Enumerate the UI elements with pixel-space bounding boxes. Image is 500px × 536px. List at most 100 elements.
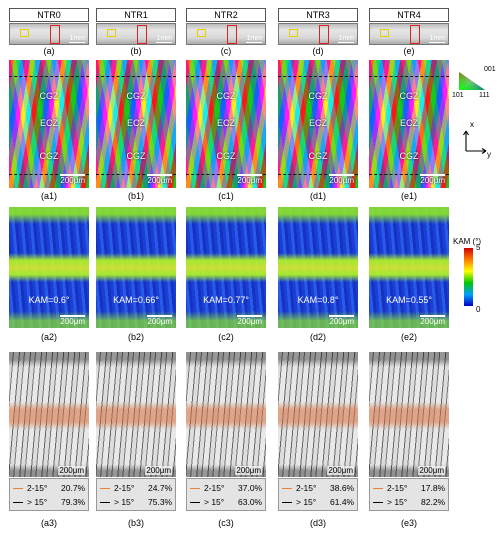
strip-scale-bar: 1mm (246, 35, 262, 43)
low-angle-line (282, 488, 292, 490)
zone-label-bottom: CGZ (126, 151, 146, 161)
kam-legend-title: KAM (°) (453, 237, 482, 246)
kam-value: KAM=0.55° (386, 295, 432, 305)
kam-scale-bar: 200μm (237, 315, 262, 326)
strip-panel-label: (b) (130, 46, 142, 56)
grain-boundary-map: 200μm (369, 352, 449, 477)
gb-panel-label: (d3) (309, 518, 326, 528)
fusion-boundary-top (278, 76, 358, 77)
ipf-scale-bar: 200μm (329, 174, 354, 185)
kam-map: KAM=0.77° 200μm (186, 207, 266, 328)
ipf-scale-bar: 200μm (420, 174, 445, 185)
ipf-key-001: 001 (484, 66, 496, 73)
ipf-panel-label: (d1) (309, 191, 326, 201)
strip-scale-bar: 1mm (156, 35, 172, 43)
low-angle-fraction: 20.7% (61, 483, 86, 493)
kam-value: KAM=0.8° (297, 295, 339, 305)
fusion-boundary-bottom (9, 174, 89, 175)
ipf-key-101: 101 (452, 92, 464, 99)
kam-colorbar (464, 248, 473, 306)
ipf-map: CGZ ECZ CGZ 200μm (186, 60, 266, 188)
kam-value: KAM=0.6° (28, 295, 70, 305)
low-angle-bin: 2-15° (27, 483, 48, 493)
sample-header: NTR4 (369, 8, 449, 22)
ipf-scale-bar: 200μm (147, 174, 172, 185)
fusion-boundary-top (369, 76, 449, 77)
strip-scale-bar: 1mm (69, 35, 85, 43)
high-angle-bin: > 15° (387, 497, 408, 507)
high-angle-line (282, 502, 292, 504)
roi-red-box (50, 25, 60, 44)
gb-fraction-legend: 2-15° 37.0% > 15° 63.0% (186, 478, 266, 511)
roi-yellow-box (107, 29, 116, 37)
high-angle-bin: > 15° (296, 497, 317, 507)
low-angle-bin: 2-15° (296, 483, 317, 493)
axes-icon (463, 130, 487, 154)
fusion-boundary-bottom (369, 174, 449, 175)
zone-label-bottom: CGZ (39, 151, 59, 161)
low-angle-row: 2-15° 20.7% (13, 481, 85, 495)
ipf-color-key (459, 72, 485, 90)
low-angle-row: 2-15° 38.6% (282, 481, 354, 495)
kam-panel-label: (b2) (127, 332, 144, 342)
zone-label-top: CGZ (216, 91, 236, 101)
high-angle-line (13, 502, 23, 504)
ipf-scale-bar: 200μm (60, 174, 85, 185)
low-angle-line (373, 488, 383, 490)
fusion-boundary-bottom (186, 174, 266, 175)
low-angle-bin: 2-15° (114, 483, 135, 493)
strip-panel-label: (a) (43, 46, 55, 56)
zone-label-top: CGZ (399, 91, 419, 101)
zone-label-top: CGZ (308, 91, 328, 101)
kam-map: KAM=0.6° 200μm (9, 207, 89, 328)
low-angle-row: 2-15° 17.8% (373, 481, 445, 495)
kam-panel-label: (a2) (40, 332, 57, 342)
high-angle-bin: > 15° (204, 497, 225, 507)
kam-map: KAM=0.8° 200μm (278, 207, 358, 328)
zone-label-middle: ECZ (40, 118, 58, 128)
low-angle-row: 2-15° 24.7% (100, 481, 172, 495)
low-angle-bin: 2-15° (204, 483, 225, 493)
kam-value: KAM=0.77° (203, 295, 249, 305)
ipf-key-111: 111 (479, 92, 490, 99)
weld-strip-image: 1mm (278, 23, 358, 45)
kam-scale-bar: 200μm (420, 315, 445, 326)
high-angle-fraction: 75.3% (148, 497, 173, 507)
kam-panel-label: (e2) (400, 332, 417, 342)
gb-panel-label: (b3) (127, 518, 144, 528)
high-angle-row: > 15° 82.2% (373, 495, 445, 509)
fusion-boundary-bottom (96, 174, 176, 175)
gb-scale-bar: 200μm (145, 466, 172, 475)
strip-scale-bar: 1mm (338, 35, 354, 43)
axis-x-label: x (470, 120, 474, 129)
roi-red-box (227, 25, 237, 44)
roi-red-box (410, 25, 420, 44)
roi-red-box (319, 25, 329, 44)
ipf-map: CGZ ECZ CGZ 200μm (369, 60, 449, 188)
roi-yellow-box (197, 29, 206, 37)
low-angle-fraction: 24.7% (148, 483, 173, 493)
ipf-map: CGZ ECZ CGZ 200μm (9, 60, 89, 188)
zone-label-top: CGZ (39, 91, 59, 101)
kam-panel-label: (c2) (218, 332, 234, 342)
ipf-panel-label: (e1) (400, 191, 417, 201)
strip-panel-label: (d) (312, 46, 324, 56)
weld-strip-image: 1mm (9, 23, 89, 45)
gb-panel-label: (c3) (218, 518, 234, 528)
weld-strip-image: 1mm (369, 23, 449, 45)
strip-panel-label: (e) (403, 46, 415, 56)
gb-scale-bar: 200μm (58, 466, 85, 475)
roi-yellow-box (20, 29, 29, 37)
high-angle-line (100, 502, 110, 504)
ipf-scale-bar: 200μm (237, 174, 262, 185)
grain-boundary-map: 200μm (278, 352, 358, 477)
strip-panel-label: (c) (220, 46, 232, 56)
kam-legend-max: 5 (476, 243, 481, 252)
fusion-boundary-top (96, 76, 176, 77)
high-angle-bin: > 15° (27, 497, 48, 507)
kam-map: KAM=0.55° 200μm (369, 207, 449, 328)
gb-scale-bar: 200μm (418, 466, 445, 475)
gb-scale-bar: 200μm (327, 466, 354, 475)
high-angle-fraction: 79.3% (61, 497, 86, 507)
high-angle-bin: > 15° (114, 497, 135, 507)
